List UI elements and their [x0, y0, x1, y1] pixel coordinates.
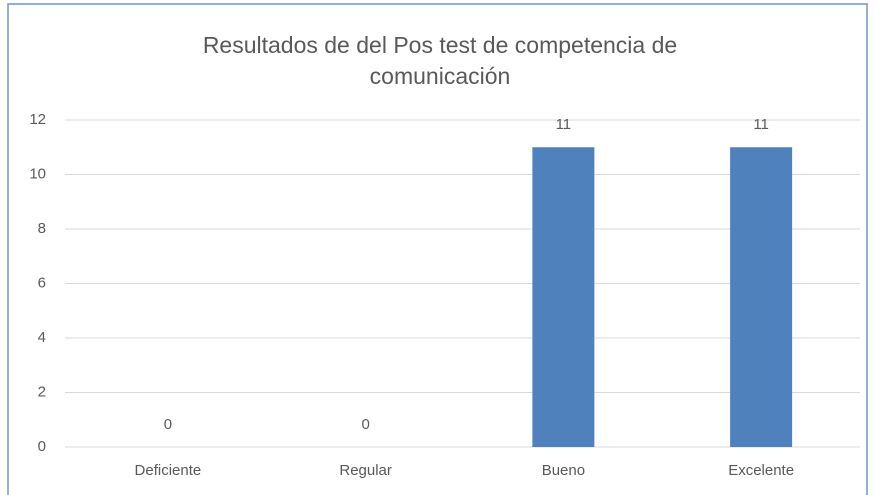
data-label: 11: [556, 116, 572, 133]
y-tick-label: 4: [38, 329, 46, 346]
chart-border: [7, 3, 868, 495]
data-label: 0: [361, 416, 369, 433]
y-tick-label: 6: [38, 274, 46, 291]
y-tick-label: 12: [29, 111, 46, 128]
x-tick-label: Deficiente: [135, 462, 202, 479]
data-label: 11: [753, 116, 769, 133]
bar: [730, 147, 793, 447]
x-tick-label: Excelente: [728, 462, 794, 479]
x-tick-label: Regular: [339, 462, 392, 479]
chart-title: Resultados de del Pos test de competenci…: [202, 32, 678, 89]
y-tick-label: 0: [38, 438, 46, 455]
y-tick-label: 10: [29, 165, 46, 182]
data-label: 0: [164, 416, 172, 433]
bar: [532, 147, 595, 447]
x-tick-label: Bueno: [542, 462, 585, 479]
y-tick-label: 2: [38, 383, 46, 400]
y-tick-label: 8: [38, 220, 46, 237]
